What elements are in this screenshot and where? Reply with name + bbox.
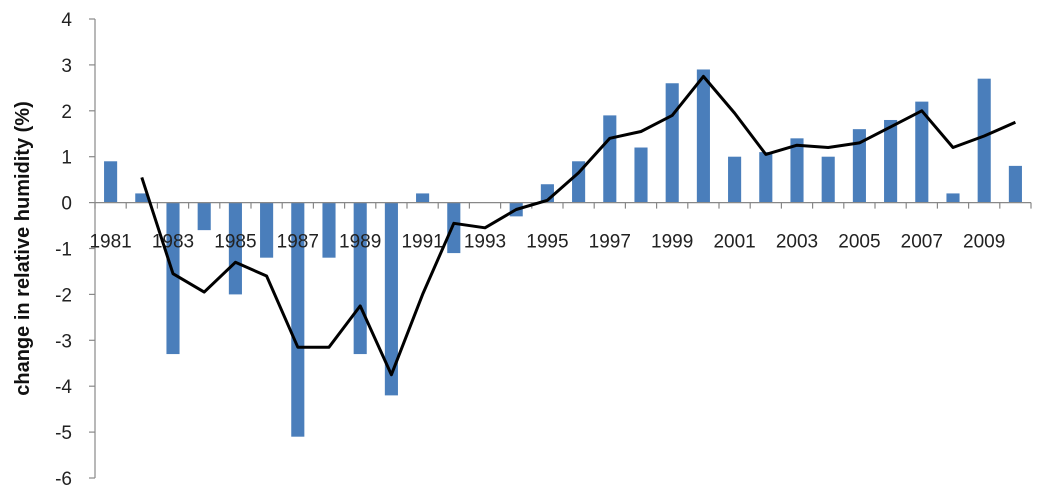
bar-2000: [696, 69, 710, 203]
y-tick-label: -5: [55, 423, 72, 444]
x-tick-label: 1995: [526, 232, 568, 253]
y-tick-label: 4: [61, 10, 72, 31]
y-tick-label: 3: [61, 56, 72, 77]
bar-1999: [665, 83, 679, 203]
line-series: [140, 74, 1017, 377]
bar-1987: [291, 202, 305, 437]
bar-2002: [759, 152, 773, 203]
x-tick-label: 1983: [152, 232, 194, 253]
y-tick-label: -6: [55, 469, 72, 489]
y-tick-label: -4: [55, 377, 72, 398]
x-tick-label: 1991: [401, 232, 443, 253]
y-tick-label: 2: [61, 102, 72, 123]
x-tick-label: 1985: [214, 232, 256, 253]
bar-2003: [790, 138, 804, 203]
y-tick-labels: -6 -5 -4 -3 -2 -1 0 1 2 3 4: [55, 10, 72, 489]
bar-2001: [728, 156, 742, 203]
bar-2004: [821, 156, 835, 203]
x-tick-label: 1987: [277, 232, 319, 253]
x-tick-label: 2005: [838, 232, 880, 253]
bar-1992: [447, 202, 461, 254]
y-tick-label: -2: [55, 285, 72, 306]
x-tick-labels: 1981 1983 1985 1987 1989 1991 1993 1995 1997 1999…: [89, 232, 1005, 253]
x-tick-label: 2003: [776, 232, 818, 253]
bar-2008: [946, 193, 960, 203]
bar-2006: [884, 119, 898, 203]
bar-1989: [353, 202, 367, 355]
y-tick-label: 0: [61, 194, 72, 215]
bar-series: [104, 69, 1022, 437]
bar-1990: [384, 202, 398, 396]
x-tick-label: 2007: [901, 232, 943, 253]
bar-1988: [322, 202, 336, 258]
bar-1985: [228, 202, 242, 295]
bar-1982: [135, 193, 149, 203]
x-tick-label: 1993: [464, 232, 506, 253]
bar-1981: [104, 161, 118, 203]
bar-1986: [260, 202, 274, 258]
y-tick-label: -3: [55, 331, 72, 352]
x-tick-label: 2001: [713, 232, 755, 253]
bar-2007: [915, 101, 929, 203]
y-tick-label: -1: [55, 240, 72, 261]
x-tick-label: 2009: [963, 232, 1005, 253]
y-axis-title: change in relative humidity (%): [12, 101, 34, 396]
y-axis-ticks: [89, 18, 95, 479]
bar-1984: [197, 202, 211, 231]
bar-1998: [634, 147, 648, 203]
x-tick-label: 1997: [589, 232, 631, 253]
bar-1997: [603, 115, 617, 203]
bar-2010: [1008, 165, 1022, 203]
x-tick-label: 1999: [651, 232, 693, 253]
x-tick-label: 1989: [339, 232, 381, 253]
bar-2009: [977, 78, 991, 203]
bar-1996: [572, 161, 586, 203]
x-axis-ticks: [94, 202, 1032, 209]
y-tick-label: 1: [61, 148, 72, 169]
x-tick-label: 1981: [89, 232, 131, 253]
bar-2005: [852, 129, 866, 203]
bar-1983: [166, 202, 180, 355]
bar-1991: [416, 193, 430, 203]
